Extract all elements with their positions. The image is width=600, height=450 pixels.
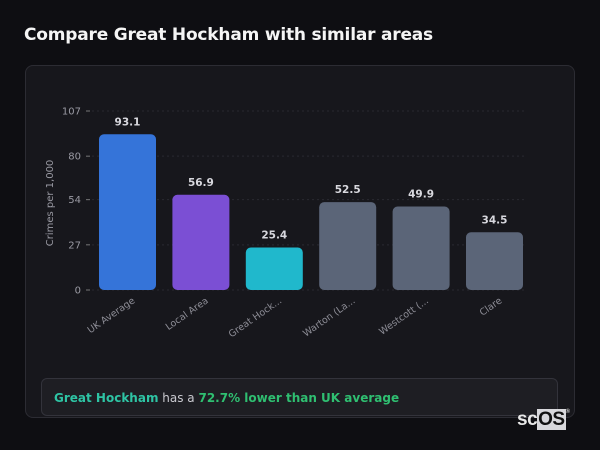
x-tick-label: Westcott (... [377,295,431,337]
y-tick-label: 0 [75,286,81,297]
bar [392,206,450,290]
bar [245,247,303,290]
summary-area: Great Hockham [54,391,159,405]
x-tick-label: Local Area [164,295,211,332]
bar-value-label: 56.9 [188,177,214,189]
bar [319,202,377,290]
bar-value-label: 93.1 [115,116,141,128]
bar-value-label: 25.4 [261,230,287,242]
y-tick-label: 80 [68,152,81,163]
logo-text: sc [517,409,538,430]
bar-value-label: 52.5 [335,184,361,196]
x-tick-label: Warton (La... [301,295,357,339]
x-tick-label: UK Average [86,295,138,336]
y-axis-label: Crimes per 1,000 [45,160,56,247]
y-tick-label: 54 [68,195,81,206]
logo-text-os: OS [537,409,566,430]
x-tick-label: Clare [478,295,505,318]
page-title: Compare Great Hockham with similar areas [24,25,433,45]
summary-middle: has a [158,391,199,405]
bar [466,232,523,290]
logo-mark: ® [565,409,570,415]
summary-box: Great Hockham has a 72.7% lower than UK … [41,378,558,416]
scos-logo: scOS® [517,409,570,431]
y-tick-label: 27 [68,240,81,251]
y-tick-label: 107 [62,107,81,118]
x-tick-label: Great Hock... [227,295,284,340]
bar-value-label: 49.9 [408,189,434,201]
bar [172,194,230,290]
bar-value-label: 34.5 [482,214,508,226]
summary-comparison: 72.7% lower than UK average [198,391,400,405]
bar [99,134,156,290]
